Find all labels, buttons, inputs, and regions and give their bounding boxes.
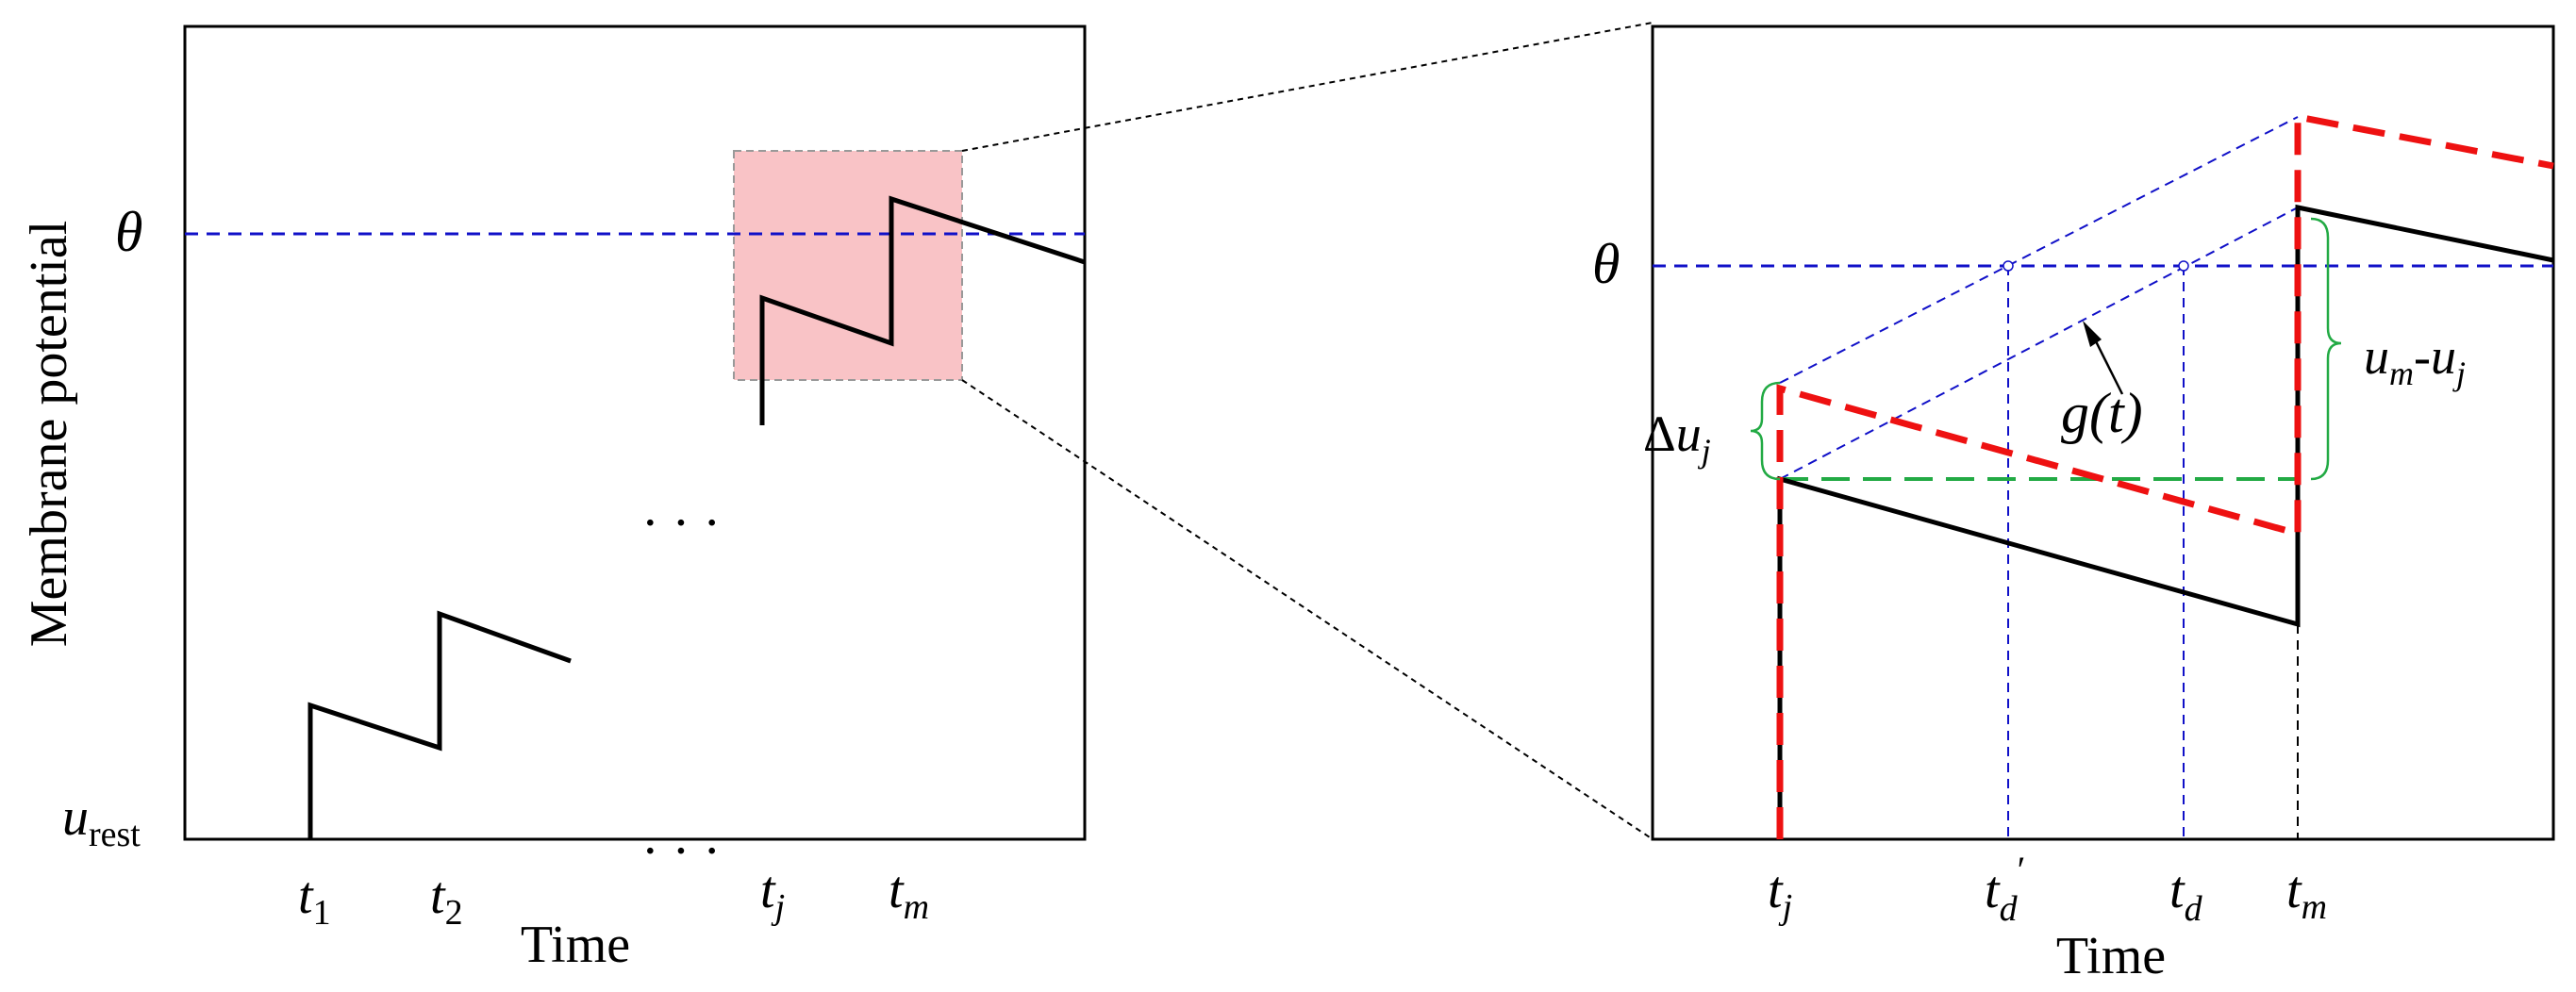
- right-intersection-td: [2178, 260, 2189, 272]
- left-potential-trace-2: [759, 195, 1086, 425]
- left-ellipsis-mid: · · ·: [641, 494, 721, 553]
- left-xlabel: Time: [521, 916, 630, 974]
- left-panel: · · · · · · Membrane potential Time θ ur…: [20, 25, 1087, 974]
- zoom-connector-bottom: [961, 379, 1654, 840]
- left-urest-label: urest: [62, 788, 141, 854]
- left-tick-t1: t1: [298, 867, 331, 933]
- right-theta-label: θ: [1592, 233, 1620, 295]
- um-uj-brace: [2310, 217, 2342, 481]
- right-potential-trace: [1777, 204, 2554, 839]
- um-uj-label: um-uj: [2364, 328, 2466, 392]
- left-plot-frame: [183, 25, 1087, 841]
- right-tick-td-prime: td′: [1985, 849, 2025, 929]
- left-highlight-box: [733, 150, 963, 381]
- right-intersection-td-prime: [2003, 260, 2014, 272]
- left-ellipsis-axis: · · ·: [641, 822, 721, 881]
- left-potential-trace-1: [307, 610, 572, 839]
- right-plot-frame: [1651, 25, 2555, 841]
- left-tick-t2: t2: [430, 867, 463, 933]
- left-tick-tm: tm: [889, 861, 929, 927]
- right-blue-upper-diagonal: [1779, 116, 2299, 384]
- zoom-connector-top: [961, 22, 1654, 152]
- right-red-dashed-trace: [1776, 112, 2554, 839]
- right-panel: θ Δuj um-uj g(t) tj td′ td tm Time: [1592, 25, 2555, 985]
- delta-uj-brace: [1750, 381, 1781, 481]
- right-tick-tj: tj: [1768, 861, 1792, 927]
- right-xlabel: Time: [2056, 927, 2166, 985]
- g-arrow-head: [2083, 321, 2102, 347]
- left-theta-label: θ: [115, 201, 142, 263]
- left-tick-tj: tj: [760, 861, 785, 927]
- left-ylabel: Membrane potential: [20, 221, 78, 648]
- right-blue-lower-diagonal: [1779, 207, 2299, 480]
- delta-uj-label: Δuj: [1643, 405, 1711, 470]
- g-t-label: g(t): [2061, 382, 2143, 444]
- right-tick-td: td: [2169, 861, 2203, 929]
- right-tick-tm: tm: [2286, 861, 2327, 927]
